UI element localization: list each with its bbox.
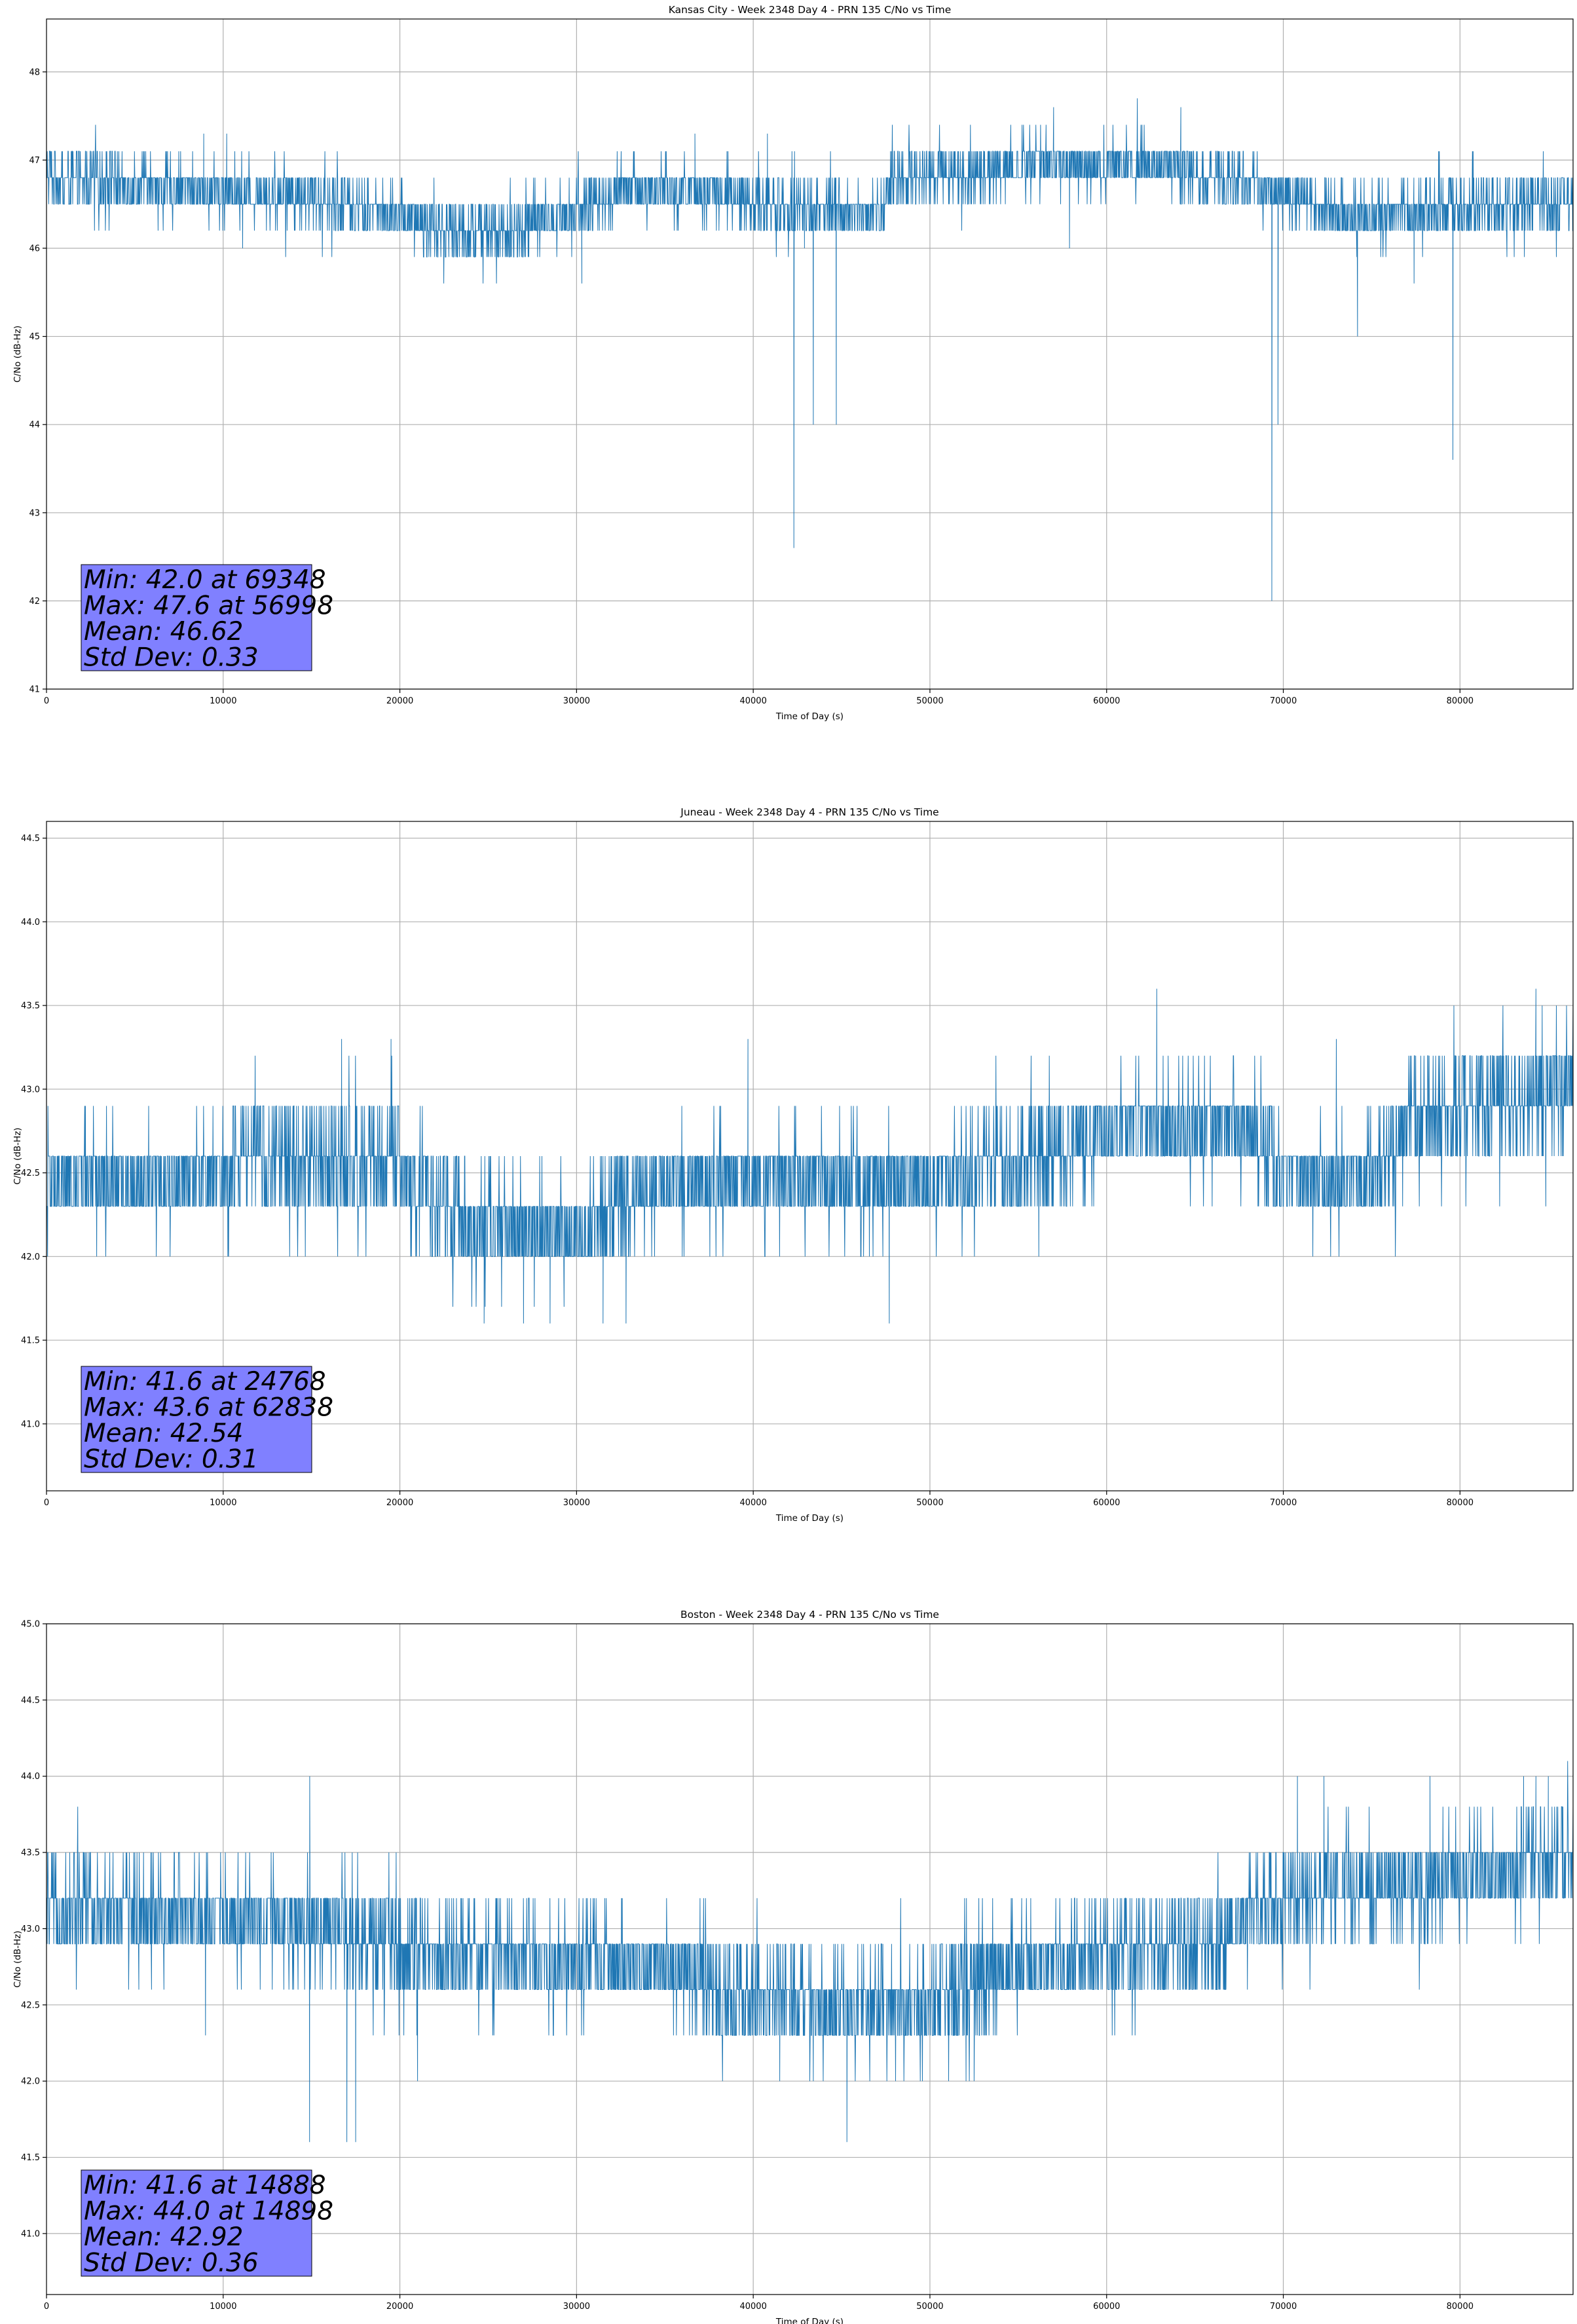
stats-mean: Mean: 46.62 [84,617,243,647]
x-tick-label: 30000 [563,1498,590,1508]
chart-title: Juneau - Week 2348 Day 4 - PRN 135 C/No … [680,806,938,818]
x-tick-label: 20000 [386,696,413,706]
x-tick-label: 60000 [1093,1498,1120,1508]
stats-min: Min: 42.0 at 69348 [84,565,326,595]
y-tick-label: 42.5 [21,1169,40,1178]
x-tick-label: 40000 [739,1498,766,1508]
stats-box [81,564,312,671]
y-axis-label: C/No (dB-Hz) [12,326,23,383]
stats-std: Std Dev: 0.36 [84,2249,259,2278]
plot-frame [46,821,1574,1491]
stats-box [81,1366,312,1473]
chart-panel-3: 0 10000 20000 30000 40000 50000 60000 70000 8000… [12,1609,1574,2324]
x-tick-label: 50000 [916,2302,943,2312]
x-tick-label: 0 [44,1498,49,1508]
y-tick-label: 41.0 [21,2229,40,2239]
y-tick-label: 44.5 [21,834,40,844]
stats-box [81,2169,312,2277]
x-tick-label: 30000 [563,2302,590,2312]
y-tick-label: 43.5 [21,1002,40,1011]
stats-mean: Mean: 42.92 [84,2222,243,2252]
y-tick-label: 44.0 [21,1772,40,1782]
y-tick-label: 41.5 [21,2153,40,2163]
x-tick-label: 70000 [1270,696,1297,706]
x-tick-label: 40000 [739,696,766,706]
y-tick-label: 42.0 [21,1252,40,1262]
y-axis-label: C/No (dB-Hz) [12,1127,23,1184]
x-tick-label: 10000 [210,2302,236,2312]
plot-frame [46,18,1574,690]
y-tick-label: 43.0 [21,1085,40,1095]
x-tick-label: 10000 [210,1498,236,1508]
x-tick-label: 50000 [916,696,943,706]
x-tick-label: 80000 [1447,2302,1474,2312]
y-tick-label: 42.0 [21,2077,40,2087]
y-tick-label: 45.0 [21,1620,40,1630]
x-tick-label: 0 [44,696,49,706]
x-tick-label: 10000 [210,696,236,706]
y-tick-label: 44.0 [21,918,40,928]
y-tick-label: 41.0 [21,1419,40,1429]
x-axis-label: Time of Day (s) [775,711,844,722]
x-tick-label: 30000 [563,696,590,706]
x-tick-label: 70000 [1270,2302,1297,2312]
x-axis-label: Time of Day (s) [775,2317,844,2324]
chart-title: Boston - Week 2348 Day 4 - PRN 135 C/No … [680,1609,939,1621]
stats-std: Std Dev: 0.33 [84,643,259,673]
chart-title: Kansas City - Week 2348 Day 4 - PRN 135 … [669,4,952,16]
x-tick-label: 40000 [739,2302,766,2312]
x-tick-label: 80000 [1447,1498,1474,1508]
stats-min: Min: 41.6 at 14888 [84,2171,326,2200]
stats-min: Min: 41.6 at 24768 [84,1367,326,1396]
y-tick-label: 43 [29,508,40,518]
y-tick-label: 43.0 [21,1924,40,1934]
x-axis-label: Time of Day (s) [775,1513,844,1524]
y-tick-label: 42 [29,597,40,607]
x-tick-label: 60000 [1093,696,1120,706]
plot-frame [46,1623,1574,2295]
cno-series-line [46,988,1573,1324]
y-tick-label: 42.5 [21,2000,40,2010]
chart-panel-1: 0 10000 20000 30000 40000 50000 60000 70000 8000… [12,4,1574,722]
stats-std: Std Dev: 0.31 [84,1445,259,1474]
stats-max: Max: 47.6 at 56998 [84,591,333,621]
stats-max: Max: 44.0 at 14898 [84,2197,333,2226]
chart-panel-2: 0 10000 20000 30000 40000 50000 60000 70000 8000… [12,806,1574,1524]
y-tick-label: 46 [29,244,40,253]
y-tick-label: 48 [29,67,40,77]
x-tick-label: 50000 [916,1498,943,1508]
cno-series-line [46,1761,1573,2143]
x-tick-label: 20000 [386,2302,413,2312]
y-axis-label: C/No (dB-Hz) [12,1930,23,1987]
grid [46,19,1573,690]
y-tick-label: 45 [29,332,40,342]
y-tick-label: 41 [29,685,40,695]
stats-max: Max: 43.6 at 62838 [84,1393,333,1423]
y-tick-label: 43.5 [21,1848,40,1858]
x-tick-label: 80000 [1447,696,1474,706]
x-tick-label: 70000 [1270,1498,1297,1508]
x-tick-label: 20000 [386,1498,413,1508]
stats-mean: Mean: 42.54 [84,1419,243,1448]
x-tick-label: 60000 [1093,2302,1120,2312]
y-tick-label: 41.5 [21,1336,40,1346]
x-tick-label: 0 [44,2302,49,2312]
y-tick-label: 44.5 [21,1696,40,1706]
cno-series-line [46,98,1573,601]
y-tick-label: 47 [29,156,40,166]
y-tick-label: 44 [29,421,40,430]
